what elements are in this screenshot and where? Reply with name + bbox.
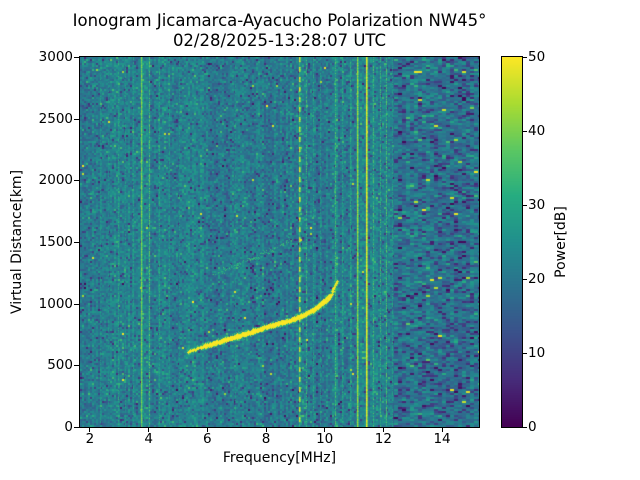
- plot-area: [79, 56, 480, 428]
- colorbar: [501, 56, 523, 428]
- y-tick-mark: [74, 427, 79, 428]
- colorbar-tick-mark: [523, 279, 527, 280]
- chart-subtitle: 02/28/2025-13:28:07 UTC: [172, 31, 387, 50]
- colorbar-tick-mark: [523, 131, 527, 132]
- x-tick-mark: [441, 428, 443, 432]
- colorbar-label: Power[dB]: [553, 206, 569, 278]
- x-tick-label: 2: [85, 431, 95, 447]
- x-axis-label: Frequency[MHz]: [222, 450, 337, 466]
- y-tick-label: 500: [47, 357, 73, 374]
- y-tick-mark: [74, 180, 79, 181]
- x-tick-label: 12: [374, 431, 392, 447]
- x-tick-label: 4: [144, 431, 153, 447]
- y-tick-label: 2500: [38, 110, 73, 127]
- x-tick-mark: [89, 428, 91, 432]
- y-tick-label: 1500: [38, 234, 73, 250]
- colorbar-tick-label: 50: [528, 49, 546, 65]
- y-tick-mark: [74, 365, 79, 366]
- x-tick-label: 10: [316, 431, 334, 447]
- x-tick-mark: [382, 428, 384, 432]
- y-tick-label: 0: [64, 419, 73, 435]
- y-tick-label: 1000: [38, 295, 73, 312]
- colorbar-tick-label: 40: [528, 123, 546, 139]
- colorbar-tick-mark: [523, 353, 527, 354]
- y-tick-mark: [74, 304, 79, 305]
- y-tick-label: 3000: [38, 49, 73, 65]
- x-tick-label: 8: [261, 431, 271, 447]
- x-tick-label: 14: [433, 431, 451, 447]
- chart-title: Ionogram Jicamarca-Ayacucho Polarization…: [72, 11, 487, 30]
- colorbar-tick-label: 20: [528, 271, 546, 287]
- x-tick-label: 6: [203, 431, 212, 447]
- y-axis-label: Virtual Distance[km]: [9, 169, 25, 315]
- x-tick-mark: [265, 428, 267, 432]
- colorbar-tick-label: 10: [528, 345, 546, 361]
- y-tick-mark: [74, 242, 79, 243]
- colorbar-tick-mark: [523, 57, 527, 58]
- colorbar-tick-label: 30: [528, 197, 546, 213]
- colorbar-tick-mark: [523, 427, 527, 428]
- y-tick-label: 2000: [38, 172, 73, 189]
- heatmap-canvas: [80, 57, 479, 427]
- colorbar-tick-mark: [523, 205, 527, 206]
- x-tick-mark: [324, 428, 326, 432]
- y-tick-mark: [74, 57, 79, 58]
- x-tick-mark: [148, 428, 150, 432]
- colorbar-tick-label: 0: [528, 419, 537, 435]
- x-tick-mark: [206, 428, 208, 432]
- colorbar-gradient: [502, 57, 522, 427]
- y-tick-mark: [74, 119, 79, 120]
